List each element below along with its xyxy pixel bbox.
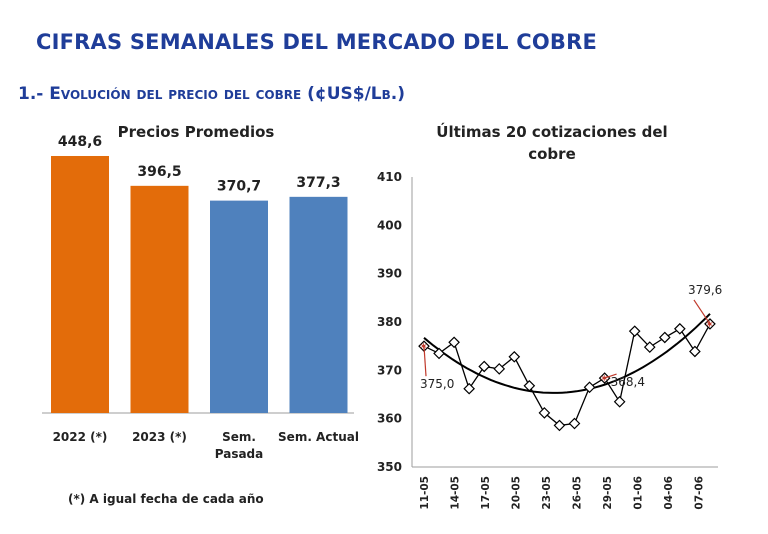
x-tick-label: 11-05 (419, 476, 431, 510)
x-tick-label: 26-05 (572, 476, 584, 510)
bar-category-label: 2023 (*) (132, 430, 187, 444)
line-chart-title-line: cobre (528, 145, 576, 163)
annotation-label: 379,6 (688, 283, 722, 297)
y-tick-label: 360 (377, 412, 402, 426)
bar-value-label: 396,5 (137, 164, 181, 180)
price-point (689, 345, 701, 358)
x-tick-label: 29-05 (602, 476, 614, 510)
price-point (493, 363, 506, 375)
bar-1 (51, 155, 109, 414)
highlight-star-icon: ✶ (705, 318, 714, 331)
x-tick-label: 01-06 (633, 476, 645, 510)
bar-4 (289, 196, 348, 413)
price-point (478, 360, 491, 373)
price-point (553, 419, 566, 432)
price-point (628, 325, 641, 338)
annotation-label: 375,0 (420, 377, 454, 391)
annotation-leader (604, 373, 617, 379)
bar-chart: Precios Promedios 448,6 2022 (*) 396,5 2023… (42, 123, 359, 506)
line-chart-title: Últimas 20 cotizaciones del cobre (436, 122, 667, 163)
highlight-star-icon: ✶ (600, 372, 609, 385)
x-tick-label: 04-06 (663, 476, 675, 510)
annotation-leader (423, 346, 427, 377)
price-point (583, 381, 596, 394)
price-point (538, 407, 551, 419)
annotation-leader (693, 299, 711, 325)
price-point (448, 336, 460, 349)
y-tick-label: 390 (377, 267, 402, 281)
y-tick-label: 410 (377, 170, 402, 184)
price-point (508, 350, 521, 363)
y-tick-label: 350 (377, 460, 402, 474)
bar-2 (130, 185, 189, 413)
y-tick-label: 370 (377, 363, 402, 377)
bar-3 (210, 200, 268, 413)
price-point (523, 379, 536, 392)
price-point (643, 341, 656, 353)
bar-value-label: 448,6 (58, 134, 102, 150)
x-tick-label: 07-06 (694, 476, 706, 510)
x-tick-label: 14-05 (450, 476, 462, 510)
bar-chart-title: Precios Promedios (118, 123, 275, 141)
price-point (674, 322, 686, 335)
bar-value-label: 377,3 (296, 175, 340, 191)
bar-value-label: 370,7 (217, 179, 261, 195)
x-tick-label: 20-05 (511, 476, 523, 510)
section-title: 1.- Evolución del precio del cobre (¢US$… (18, 84, 406, 104)
price-point (658, 331, 671, 344)
y-tick-label: 400 (377, 218, 402, 232)
price-point (433, 347, 445, 360)
y-tick-label: 380 (377, 315, 402, 329)
x-tick-label: 17-05 (480, 476, 492, 510)
x-tick-label: 23-05 (541, 476, 553, 510)
bar-category-label: 2022 (*) (53, 430, 108, 444)
price-point (613, 395, 626, 408)
highlight-star-icon: ✶ (419, 340, 428, 353)
trendline (423, 313, 711, 394)
bar-category-label: Sem. (222, 430, 256, 444)
bar-category-label: Pasada (215, 447, 264, 461)
line-chart-title-line: Últimas 20 cotizaciones del (436, 122, 667, 141)
page-title: CIFRAS SEMANALES DEL MERCADO DEL COBRE (36, 30, 598, 54)
footnote: (*) A igual fecha de cada año (68, 492, 264, 506)
price-point (463, 382, 475, 395)
bar-category-label: Sem. Actual (278, 430, 359, 444)
annotation-label: 368,4 (611, 375, 645, 389)
line-chart: Últimas 20 cotizaciones del cobre 350 360 3… (377, 122, 722, 510)
price-point (568, 417, 581, 430)
